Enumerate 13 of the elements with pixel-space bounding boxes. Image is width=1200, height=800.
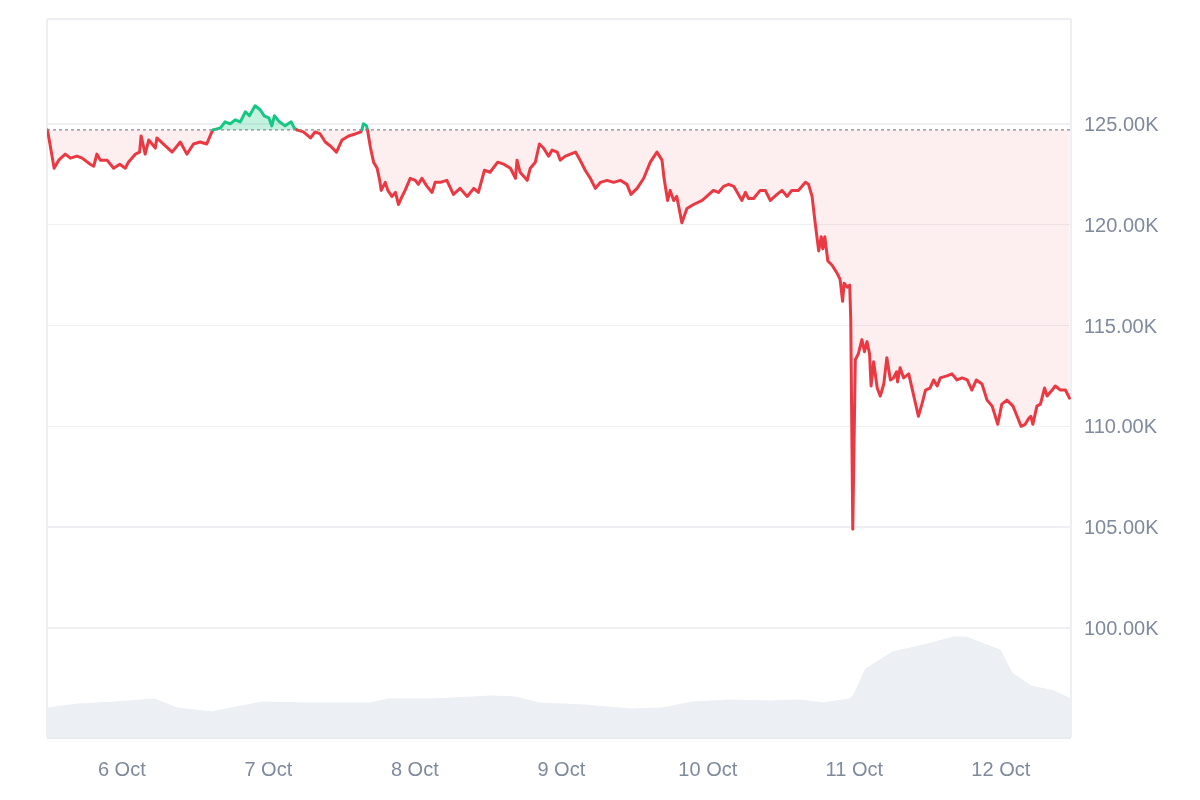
- x-tick-label: 7 Oct: [244, 757, 293, 780]
- x-tick-label: 11 Oct: [825, 757, 884, 780]
- y-tick-label: 105.00K: [1084, 516, 1160, 539]
- y-tick-label: 115.00K: [1084, 314, 1158, 337]
- y-tick-label: 120.00K: [1084, 213, 1160, 236]
- x-tick-label: 10 Oct: [678, 757, 738, 780]
- x-tick-label: 12 Oct: [971, 757, 1031, 780]
- y-tick-label: 125.00K: [1084, 112, 1160, 135]
- x-tick-label: 8 Oct: [390, 757, 440, 780]
- x-tick-label: 6 Oct: [97, 757, 147, 780]
- y-tick-label: 100.00K: [1084, 616, 1160, 639]
- x-tick-label: 9 Oct: [537, 757, 586, 780]
- y-tick-label: 110.00K: [1084, 415, 1158, 438]
